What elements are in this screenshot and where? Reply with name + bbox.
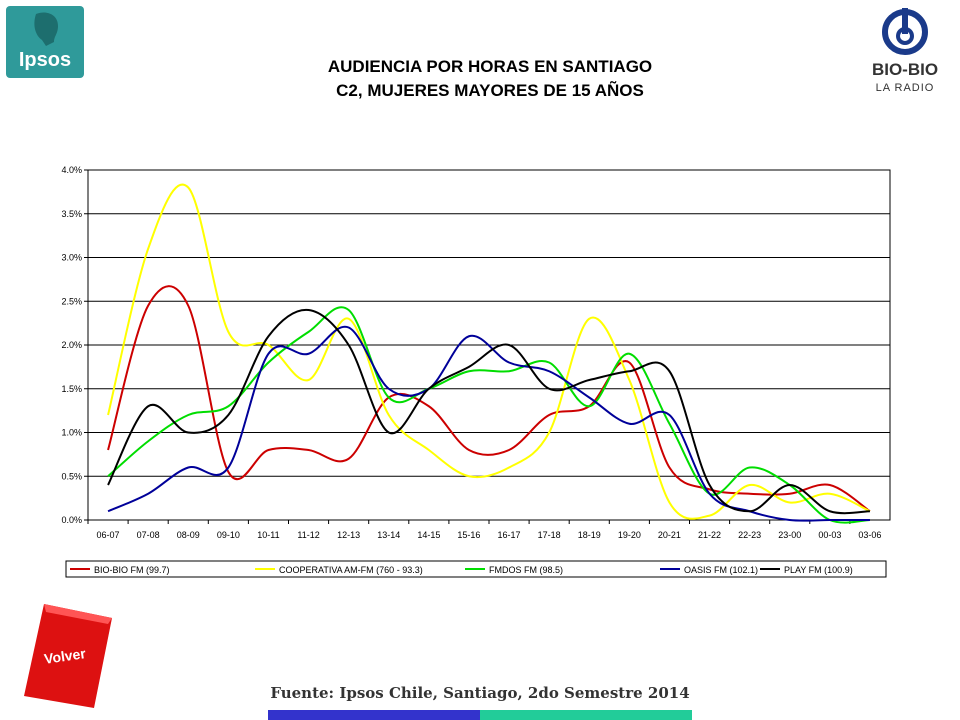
x-tick-label: 14-15 <box>417 530 440 540</box>
y-tick-label: 1.0% <box>61 428 82 438</box>
legend-label-4: OASIS FM (102.1) <box>684 565 758 575</box>
footer-bar-teal <box>480 710 692 720</box>
x-tick-label: 11-12 <box>297 530 319 540</box>
x-tick-label: 23-00 <box>778 530 801 540</box>
legend-label-1: BIO-BIO FM (99.7) <box>94 565 170 575</box>
x-tick-label: 12-13 <box>337 530 360 540</box>
y-tick-label: 2.5% <box>61 296 82 306</box>
ipsos-logo: Ipsos <box>6 6 84 78</box>
series-line-5 <box>107 308 870 515</box>
biobio-logo-sub: LA RADIO <box>875 82 935 94</box>
y-tick-label: 2.0% <box>61 340 82 350</box>
series-line-1 <box>107 285 871 513</box>
x-tick-label: 16-17 <box>498 530 521 540</box>
series-line-4 <box>107 325 870 522</box>
x-tick-label: 17-18 <box>538 530 561 540</box>
legend-label-2: COOPERATIVA AM-FM (760 - 93.3) <box>279 565 423 575</box>
biobio-emblem-icon <box>882 8 928 55</box>
x-tick-label: 20-21 <box>658 530 681 540</box>
y-tick-label: 0.5% <box>61 471 82 481</box>
x-tick-label: 22-23 <box>738 530 761 540</box>
x-tick-label: 03-06 <box>858 530 881 540</box>
x-tick-label: 13-14 <box>377 530 400 540</box>
chart-title-line1: AUDIENCIA POR HORAS EN SANTIAGO <box>327 57 653 76</box>
series-line-2 <box>107 183 871 520</box>
y-tick-label: 3.0% <box>61 253 82 263</box>
x-tick-label: 15-16 <box>457 530 480 540</box>
y-tick-label: 0.0% <box>61 515 82 525</box>
chart-title-line2: C2, MUJERES MAYORES DE 15 AÑOS <box>336 81 644 100</box>
biobio-logo: BIO-BIO LA RADIO <box>860 8 950 104</box>
x-tick-label: 21-22 <box>698 530 721 540</box>
source-note: Fuente: Ipsos Chile, Santiago, 2do Semes… <box>270 684 690 702</box>
biobio-logo-name: BIO-BIO <box>871 60 939 79</box>
x-tick-label: 06-07 <box>97 530 120 540</box>
footer-bar-blue <box>268 710 480 720</box>
y-tick-label: 3.5% <box>61 209 82 219</box>
x-tick-label: 10-11 <box>257 530 279 540</box>
x-tick-label: 18-19 <box>578 530 601 540</box>
volver-button[interactable]: Volver <box>24 604 112 708</box>
x-tick-label: 19-20 <box>618 530 641 540</box>
x-tick-label: 08-09 <box>177 530 200 540</box>
y-tick-label: 4.0% <box>61 165 82 175</box>
ipsos-head-icon <box>34 12 58 46</box>
x-tick-label: 09-10 <box>217 530 240 540</box>
y-tick-label: 1.5% <box>61 384 82 394</box>
volver-button-shape <box>24 604 112 708</box>
legend-label-3: FMDOS FM (98.5) <box>489 565 563 575</box>
legend-label-5: PLAY FM (100.9) <box>784 565 853 575</box>
x-tick-label: 07-08 <box>137 530 160 540</box>
x-tick-label: 00-03 <box>818 530 841 540</box>
ipsos-logo-text: Ipsos <box>18 49 72 71</box>
